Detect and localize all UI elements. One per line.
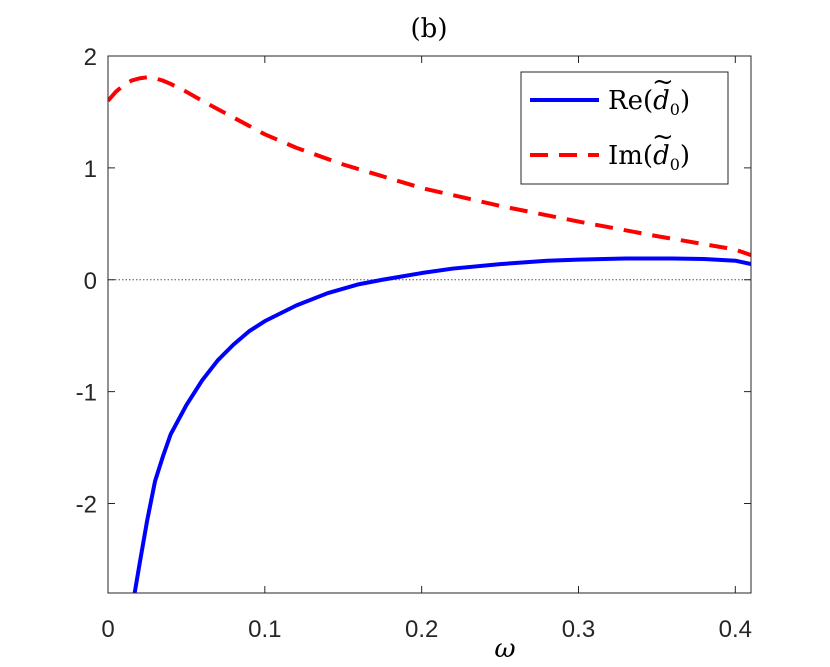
legend: Re(d0)~Im(d0)~	[520, 67, 729, 185]
x-tick-label: 0.3	[562, 616, 595, 643]
legend-label: Im(d0)	[608, 141, 690, 174]
series-line-re	[132, 256, 751, 593]
y-tick-label: -2	[76, 492, 97, 519]
legend-label: Re(d0)	[608, 86, 690, 119]
axes	[107, 55, 752, 594]
y-tick-label: -1	[76, 380, 97, 407]
y-axis-ticks: -2 -1 0 1 2	[76, 44, 751, 519]
x-tick-label: 0.2	[405, 616, 438, 643]
legend-box	[520, 71, 729, 185]
x-tick-label: 0.4	[719, 616, 752, 643]
legend-tilde: ~	[652, 67, 674, 97]
x-tick-label: 0	[101, 616, 114, 643]
x-axis-label: ω	[494, 634, 515, 664]
y-tick-label: 1	[84, 156, 97, 183]
y-tick-label: 2	[84, 44, 97, 71]
x-tick-label: 0.1	[248, 616, 281, 643]
legend-item-im: Im(d0)~	[530, 122, 690, 174]
chart-title: (b)	[411, 14, 448, 44]
series-layer	[108, 75, 751, 593]
legend-item-re: Re(d0)~	[530, 67, 690, 119]
x-axis-ticks: 0 0.1 0.2 0.3 0.4	[101, 56, 752, 643]
y-tick-label: 0	[84, 268, 97, 295]
legend-tilde: ~	[652, 122, 674, 152]
series-line-im	[108, 75, 751, 258]
axes-box	[107, 55, 752, 594]
